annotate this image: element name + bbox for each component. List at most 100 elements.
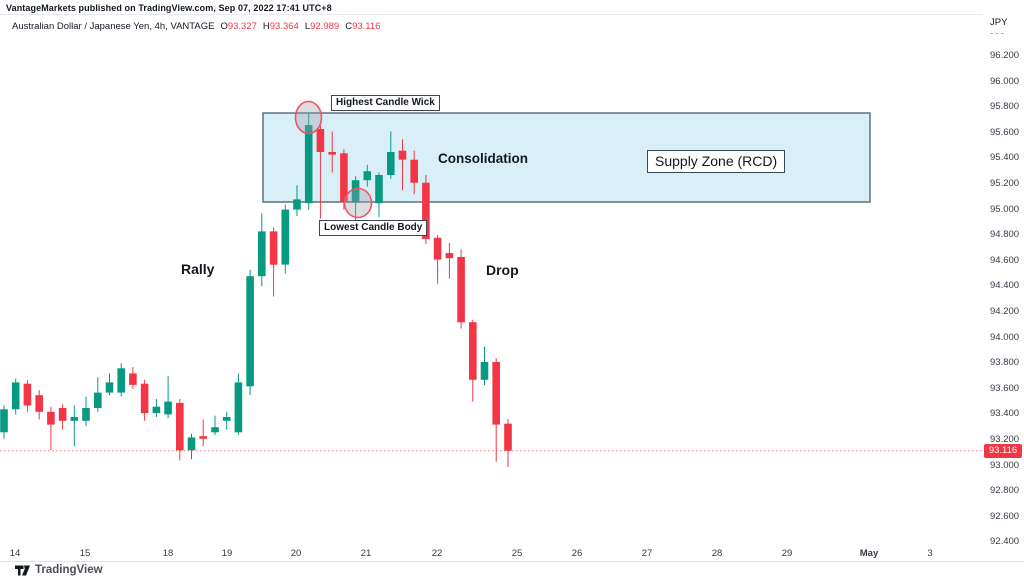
candle-body — [422, 182, 430, 239]
time-tick-label: 14 — [9, 548, 21, 559]
candle — [164, 376, 172, 419]
candle — [492, 358, 500, 462]
time-tick-label: May — [859, 548, 879, 559]
candle — [222, 411, 231, 430]
price-tick-label: 95.400 — [990, 152, 1020, 164]
candle-body — [82, 408, 90, 421]
candle — [410, 150, 418, 195]
candle-body — [328, 152, 336, 155]
time-tick-label: 25 — [511, 548, 523, 559]
candle-body — [457, 257, 465, 323]
time-tick-label: 22 — [431, 548, 443, 559]
candle — [398, 139, 407, 191]
candle — [117, 363, 125, 397]
time-tick-label: 26 — [571, 548, 583, 559]
consolidation-label[interactable]: Consolidation — [438, 151, 528, 166]
rally-label[interactable]: Rally — [181, 261, 215, 277]
highest-candle-wick-label[interactable]: Highest Candle Wick — [331, 95, 440, 111]
candle-body — [35, 395, 43, 412]
candle — [11, 378, 20, 415]
candlestick-chart[interactable] — [0, 0, 982, 561]
time-tick-label: 19 — [221, 548, 233, 559]
price-tick-label: 93.800 — [990, 357, 1020, 369]
price-tick-label: 92.800 — [990, 485, 1020, 497]
candle — [129, 367, 137, 389]
price-tick-label: 93.400 — [990, 408, 1020, 420]
candle-body — [94, 392, 102, 408]
candle-body — [480, 361, 489, 380]
footer-divider — [0, 561, 1024, 562]
footer: TradingView — [15, 564, 103, 576]
tradingview-logo-icon[interactable] — [15, 565, 30, 576]
candle — [469, 319, 477, 402]
lowest-candle-body-label[interactable]: Lowest Candle Body — [319, 220, 428, 236]
price-tick-label: 94.800 — [990, 229, 1020, 241]
time-axis[interactable]: 14 15 18 19 20 21 22 25 26 27 28 29 May 3 — [0, 545, 982, 561]
candle — [304, 113, 313, 210]
price-axis[interactable]: JPY 93.116 96.200 96.000 95.800 95.600 95.40… — [982, 14, 1024, 561]
attribution-text: VantageMarkets published on TradingView.… — [6, 3, 332, 13]
candle-body — [304, 125, 313, 204]
candle-body — [0, 409, 8, 433]
candle-body — [258, 231, 266, 277]
price-tick-label: 95.200 — [990, 178, 1020, 189]
candle — [328, 131, 336, 173]
price-tick-label: 94.200 — [990, 306, 1020, 317]
price-tick-label: 92.400 — [990, 536, 1020, 548]
time-tick-label: 18 — [162, 548, 174, 559]
price-tick-label: 95.000 — [990, 203, 1020, 215]
legend-close: C93.116 — [345, 21, 381, 32]
price-tick-label: 94.400 — [990, 280, 1020, 292]
time-tick-label: 20 — [290, 548, 302, 559]
symbol-title: Australian Dollar / Japanese Yen, 4h, VA… — [12, 21, 215, 32]
candle — [152, 399, 161, 417]
candle-body — [433, 237, 442, 260]
candle — [94, 377, 102, 412]
supply-zone-label[interactable]: Supply Zone (RCD) — [647, 150, 786, 173]
candle — [363, 164, 372, 187]
candle-body — [363, 171, 372, 181]
candle-body — [152, 406, 161, 414]
highest-wick-circle[interactable] — [294, 100, 323, 135]
price-tick-label: 93.000 — [990, 459, 1020, 471]
time-tick-label: 15 — [79, 548, 91, 559]
candle — [35, 390, 43, 420]
candle-body — [351, 180, 360, 202]
candle-body — [58, 408, 67, 421]
legend-high: H93.364 — [262, 21, 299, 32]
candle-body — [398, 150, 407, 160]
legend-low: L92.989 — [304, 21, 340, 32]
candle-body — [222, 417, 231, 421]
candle — [281, 204, 290, 274]
candle — [234, 373, 243, 435]
candle-body — [492, 361, 500, 425]
price-tick-label: 95.800 — [990, 101, 1020, 113]
axis-dash-decoration — [990, 33, 1004, 34]
candle-body — [117, 368, 125, 393]
axis-currency-label: JPY — [990, 17, 1008, 28]
candle — [199, 419, 207, 447]
tradingview-brand-text[interactable]: TradingView — [35, 564, 103, 576]
candle-body — [504, 423, 512, 451]
candle-body — [469, 322, 477, 380]
symbol-legend[interactable]: Australian Dollar / Japanese Yen, 4h, VA… — [12, 21, 380, 32]
legend-open: O93.327 — [220, 21, 257, 32]
candle-body — [140, 383, 149, 414]
candle — [187, 433, 196, 460]
price-tick-label: 92.600 — [990, 510, 1020, 522]
price-tick-label: 94.000 — [990, 331, 1020, 343]
candle — [504, 419, 512, 467]
candle — [0, 405, 8, 439]
time-tick-label: 29 — [781, 548, 793, 559]
time-tick-label: 27 — [641, 548, 653, 559]
candle-body — [234, 382, 243, 433]
candle — [211, 415, 219, 435]
candle — [246, 269, 254, 396]
candle — [58, 404, 67, 430]
candle-body — [269, 231, 278, 265]
candle-body — [316, 129, 325, 152]
candle — [480, 346, 489, 385]
drop-label[interactable]: Drop — [486, 262, 519, 278]
lowest-body-circle[interactable] — [343, 187, 373, 219]
